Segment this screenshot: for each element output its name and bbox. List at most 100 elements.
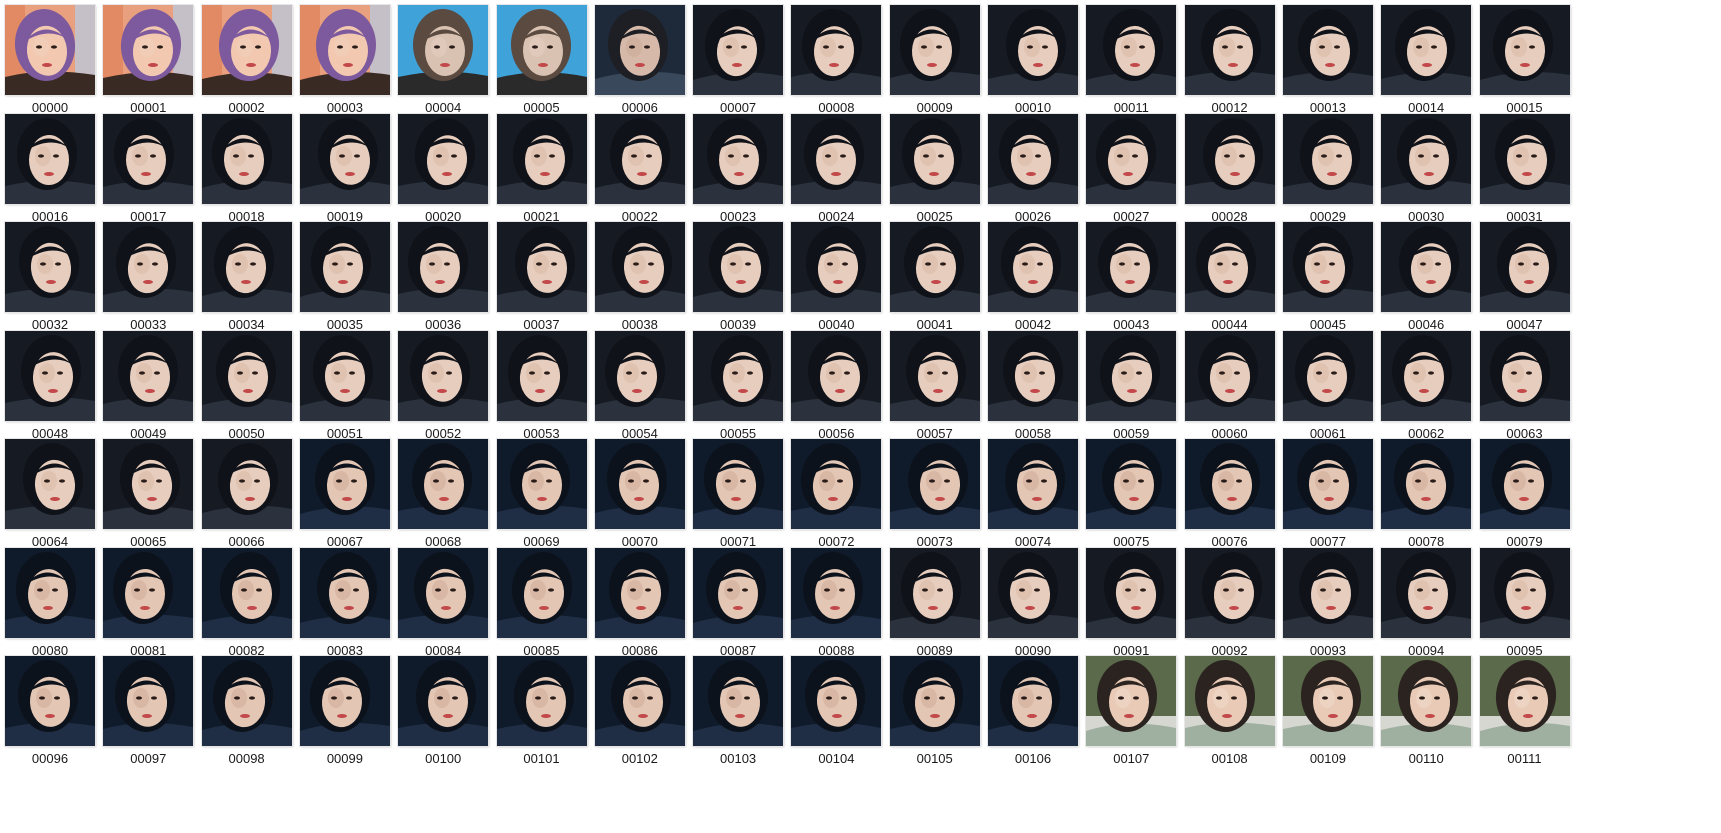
- file-item[interactable]: 00099: [295, 651, 401, 768]
- file-item[interactable]: 00051: [295, 326, 401, 443]
- file-thumbnail[interactable]: [398, 222, 489, 312]
- file-thumbnail[interactable]: [103, 656, 194, 746]
- file-item[interactable]: 00078: [1376, 434, 1482, 551]
- file-item[interactable]: 00022: [590, 109, 696, 226]
- file-item[interactable]: 00013: [1278, 0, 1384, 117]
- file-item[interactable]: 00071: [688, 434, 794, 551]
- file-item[interactable]: 00012: [1180, 0, 1286, 117]
- file-item[interactable]: 00003: [295, 0, 401, 117]
- file-item[interactable]: 00084: [393, 543, 499, 660]
- file-item[interactable]: 00090: [983, 543, 1089, 660]
- file-thumbnail[interactable]: [594, 656, 685, 746]
- file-thumbnail[interactable]: [1086, 656, 1177, 746]
- file-item[interactable]: 00015: [1475, 0, 1581, 117]
- file-item[interactable]: 00079: [1475, 434, 1581, 551]
- file-thumbnail[interactable]: [1184, 5, 1275, 95]
- file-item[interactable]: 00030: [1376, 109, 1482, 226]
- file-thumbnail[interactable]: [201, 5, 292, 95]
- file-thumbnail[interactable]: [103, 113, 194, 204]
- file-thumbnail[interactable]: [496, 222, 587, 312]
- file-item[interactable]: 00067: [295, 434, 401, 551]
- file-item[interactable]: 00011: [1081, 0, 1187, 117]
- file-item[interactable]: 00076: [1180, 434, 1286, 551]
- file-thumbnail[interactable]: [398, 5, 489, 95]
- file-thumbnail[interactable]: [1479, 547, 1570, 638]
- file-thumbnail[interactable]: [594, 222, 685, 312]
- file-item[interactable]: 00046: [1376, 217, 1482, 334]
- file-thumbnail[interactable]: [988, 5, 1078, 95]
- file-thumbnail[interactable]: [103, 222, 194, 312]
- file-item[interactable]: 00080: [0, 543, 106, 660]
- file-thumbnail[interactable]: [1381, 5, 1472, 95]
- file-thumbnail[interactable]: [594, 330, 685, 421]
- file-item[interactable]: 00034: [197, 217, 303, 334]
- file-item[interactable]: 00054: [590, 326, 696, 443]
- file-thumbnail[interactable]: [791, 656, 882, 746]
- file-thumbnail[interactable]: [201, 222, 292, 312]
- file-thumbnail[interactable]: [398, 439, 489, 529]
- file-item[interactable]: 00037: [492, 217, 598, 334]
- file-thumbnail[interactable]: [1479, 439, 1570, 529]
- file-item[interactable]: 00103: [688, 651, 794, 768]
- file-item[interactable]: 00059: [1081, 326, 1187, 443]
- file-thumbnail[interactable]: [496, 439, 587, 529]
- file-item[interactable]: 00064: [0, 434, 106, 551]
- file-thumbnail[interactable]: [5, 5, 95, 95]
- file-thumbnail[interactable]: [889, 656, 980, 746]
- file-thumbnail[interactable]: [1381, 656, 1472, 746]
- file-item[interactable]: 00094: [1376, 543, 1482, 660]
- file-thumbnail[interactable]: [1184, 439, 1275, 529]
- file-item[interactable]: 00027: [1081, 109, 1187, 226]
- file-item[interactable]: 00085: [492, 543, 598, 660]
- file-thumbnail[interactable]: [889, 547, 980, 638]
- file-item[interactable]: 00062: [1376, 326, 1482, 443]
- file-thumbnail[interactable]: [1282, 5, 1373, 95]
- file-thumbnail[interactable]: [889, 5, 980, 95]
- file-thumbnail[interactable]: [299, 439, 390, 529]
- file-item[interactable]: 00052: [393, 326, 499, 443]
- file-thumbnail[interactable]: [201, 330, 292, 421]
- file-item[interactable]: 00050: [197, 326, 303, 443]
- file-item[interactable]: 00111: [1475, 651, 1581, 768]
- file-thumbnail[interactable]: [299, 547, 390, 638]
- file-thumbnail[interactable]: [496, 5, 587, 95]
- file-item[interactable]: 00053: [492, 326, 598, 443]
- file-item[interactable]: 00096: [0, 651, 106, 768]
- file-item[interactable]: 00075: [1081, 434, 1187, 551]
- file-thumbnail[interactable]: [1282, 439, 1373, 529]
- file-thumbnail[interactable]: [1381, 439, 1472, 529]
- file-item[interactable]: 00017: [98, 109, 204, 226]
- file-item[interactable]: 00032: [0, 217, 106, 334]
- file-item[interactable]: 00047: [1475, 217, 1581, 334]
- file-item[interactable]: 00074: [983, 434, 1089, 551]
- file-thumbnail[interactable]: [1184, 330, 1275, 421]
- file-thumbnail[interactable]: [5, 113, 95, 204]
- file-thumbnail[interactable]: [791, 547, 882, 638]
- file-item[interactable]: 00045: [1278, 217, 1384, 334]
- file-item[interactable]: 00039: [688, 217, 794, 334]
- file-item[interactable]: 00097: [98, 651, 204, 768]
- file-item[interactable]: 00014: [1376, 0, 1482, 117]
- file-item[interactable]: 00070: [590, 434, 696, 551]
- file-thumbnail[interactable]: [791, 5, 882, 95]
- file-item[interactable]: 00018: [197, 109, 303, 226]
- file-thumbnail[interactable]: [103, 330, 194, 421]
- file-thumbnail[interactable]: [1381, 113, 1472, 204]
- file-item[interactable]: 00088: [786, 543, 892, 660]
- file-item[interactable]: 00092: [1180, 543, 1286, 660]
- file-item[interactable]: 00083: [295, 543, 401, 660]
- file-thumbnail[interactable]: [791, 330, 882, 421]
- file-item[interactable]: 00109: [1278, 651, 1384, 768]
- file-thumbnail[interactable]: [1479, 5, 1570, 95]
- file-thumbnail[interactable]: [5, 656, 95, 746]
- file-thumbnail[interactable]: [103, 5, 194, 95]
- file-thumbnail[interactable]: [594, 439, 685, 529]
- file-thumbnail[interactable]: [1086, 439, 1177, 529]
- file-item[interactable]: 00091: [1081, 543, 1187, 660]
- file-item[interactable]: 00066: [197, 434, 303, 551]
- file-item[interactable]: 00026: [983, 109, 1089, 226]
- file-thumbnail[interactable]: [1381, 547, 1472, 638]
- file-thumbnail[interactable]: [693, 439, 784, 529]
- file-item[interactable]: 00048: [0, 326, 106, 443]
- file-thumbnail[interactable]: [1479, 222, 1570, 312]
